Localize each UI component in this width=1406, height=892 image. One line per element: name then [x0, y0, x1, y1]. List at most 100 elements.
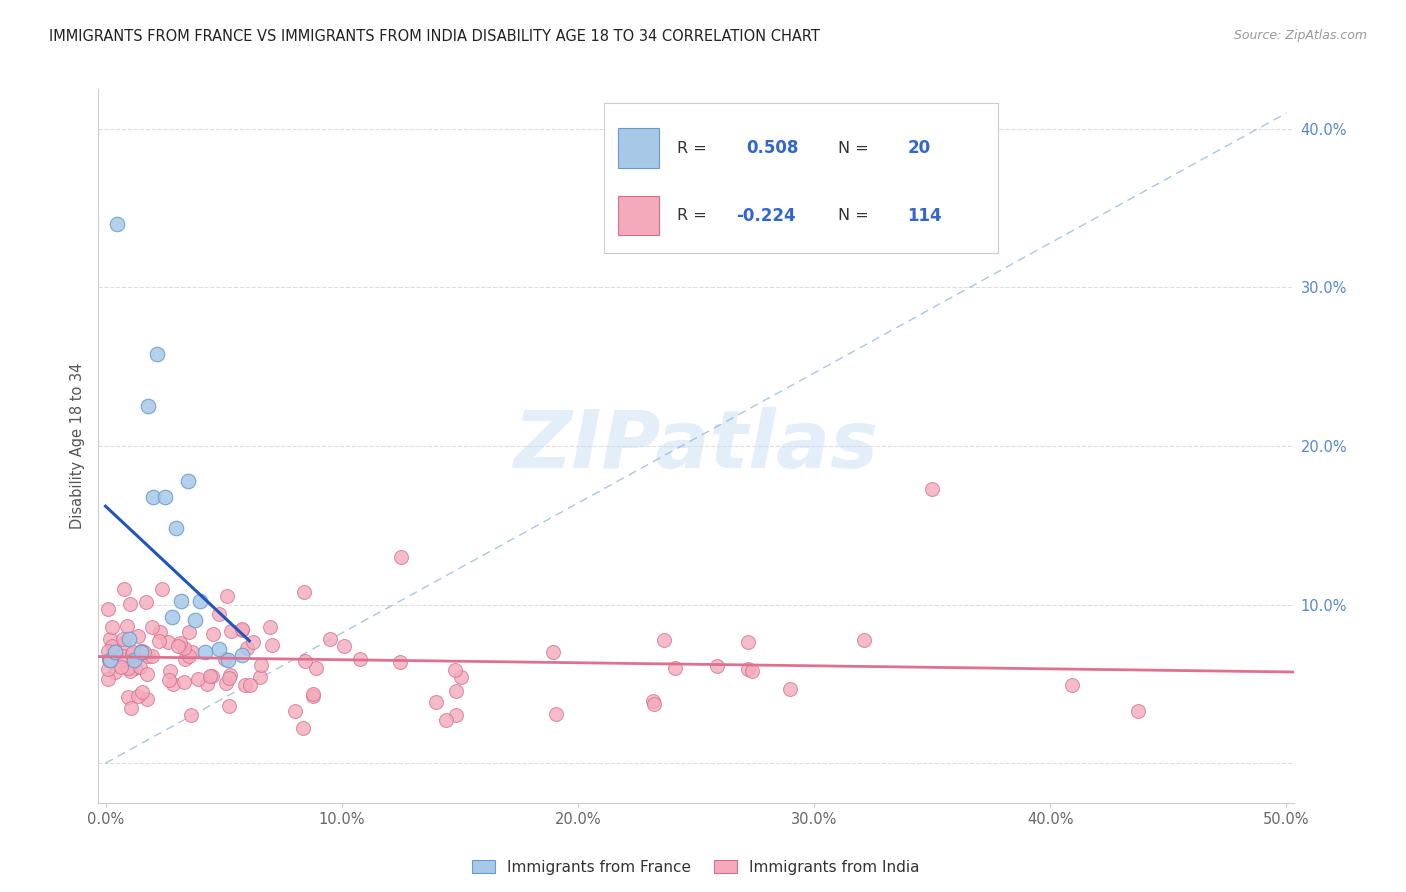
- Point: [124, 661, 146, 675]
- Point: [262, 638, 284, 652]
- Point: [198, 669, 221, 683]
- Point: [121, 645, 143, 659]
- Point: [142, 490, 165, 504]
- Point: [173, 674, 195, 689]
- Point: [233, 677, 256, 691]
- Point: [97, 643, 120, 657]
- Point: [146, 347, 169, 361]
- Point: [129, 644, 152, 658]
- Point: [141, 649, 163, 664]
- Point: [97, 662, 120, 676]
- Point: [643, 697, 665, 711]
- Point: [541, 645, 564, 659]
- Point: [141, 620, 163, 634]
- Point: [135, 595, 157, 609]
- Point: [112, 652, 135, 666]
- Point: [184, 614, 207, 628]
- Point: [129, 645, 152, 659]
- Point: [242, 634, 264, 648]
- Point: [737, 634, 759, 648]
- Point: [150, 582, 173, 596]
- Point: [1060, 678, 1083, 692]
- Point: [111, 649, 134, 664]
- Y-axis label: Disability Age 18 to 34: Disability Age 18 to 34: [70, 363, 86, 529]
- Point: [706, 659, 728, 673]
- Point: [444, 663, 467, 677]
- Point: [215, 675, 238, 690]
- Point: [120, 701, 142, 715]
- Point: [180, 707, 202, 722]
- Point: [444, 707, 467, 722]
- Point: [162, 677, 184, 691]
- Point: [741, 664, 763, 678]
- Text: N =: N =: [838, 209, 875, 223]
- Point: [127, 689, 149, 703]
- Point: [120, 598, 142, 612]
- Text: -0.224: -0.224: [737, 207, 796, 225]
- Point: [179, 624, 201, 639]
- Point: [105, 217, 128, 231]
- Point: [641, 693, 664, 707]
- Point: [921, 482, 943, 496]
- Point: [169, 636, 191, 650]
- Point: [97, 672, 120, 686]
- Point: [218, 698, 240, 713]
- Point: [239, 678, 262, 692]
- Point: [181, 645, 204, 659]
- Point: [450, 670, 472, 684]
- Point: [214, 651, 236, 665]
- Point: [194, 645, 217, 659]
- Point: [231, 648, 253, 663]
- Point: [157, 673, 180, 687]
- Point: [98, 632, 121, 646]
- Point: [737, 662, 759, 676]
- Point: [333, 639, 356, 653]
- Point: [170, 594, 193, 608]
- Legend: Immigrants from France, Immigrants from India: Immigrants from France, Immigrants from …: [465, 854, 927, 880]
- Point: [305, 661, 328, 675]
- Point: [231, 622, 253, 636]
- Point: [259, 620, 281, 634]
- Point: [664, 661, 686, 675]
- Point: [177, 474, 200, 488]
- Point: [389, 655, 412, 669]
- Point: [195, 677, 218, 691]
- Text: 20: 20: [907, 139, 931, 157]
- Point: [187, 673, 209, 687]
- FancyBboxPatch shape: [605, 103, 998, 253]
- FancyBboxPatch shape: [619, 196, 659, 235]
- Point: [291, 721, 314, 735]
- Point: [249, 670, 271, 684]
- Text: ZIPatlas: ZIPatlas: [513, 407, 879, 485]
- Point: [235, 640, 257, 655]
- Point: [103, 640, 125, 654]
- Point: [166, 640, 188, 654]
- Point: [434, 713, 457, 727]
- Text: IMMIGRANTS FROM FRANCE VS IMMIGRANTS FROM INDIA DISABILITY AGE 18 TO 34 CORRELAT: IMMIGRANTS FROM FRANCE VS IMMIGRANTS FRO…: [49, 29, 820, 44]
- Point: [122, 653, 145, 667]
- Point: [131, 685, 153, 699]
- Point: [98, 653, 121, 667]
- Point: [149, 625, 172, 640]
- Point: [127, 629, 149, 643]
- Point: [349, 651, 371, 665]
- Point: [160, 610, 183, 624]
- Point: [250, 657, 273, 672]
- Point: [157, 635, 180, 649]
- Point: [100, 639, 122, 653]
- Text: N =: N =: [838, 141, 875, 155]
- Point: [294, 654, 316, 668]
- Point: [294, 584, 316, 599]
- FancyBboxPatch shape: [619, 128, 659, 168]
- Point: [853, 632, 876, 647]
- Point: [136, 400, 159, 414]
- Point: [98, 651, 121, 665]
- Point: [188, 594, 211, 608]
- Point: [131, 646, 153, 660]
- Point: [201, 627, 224, 641]
- Point: [302, 687, 325, 701]
- Text: R =: R =: [676, 141, 711, 155]
- Point: [118, 632, 141, 647]
- Point: [148, 634, 170, 648]
- Point: [112, 632, 135, 646]
